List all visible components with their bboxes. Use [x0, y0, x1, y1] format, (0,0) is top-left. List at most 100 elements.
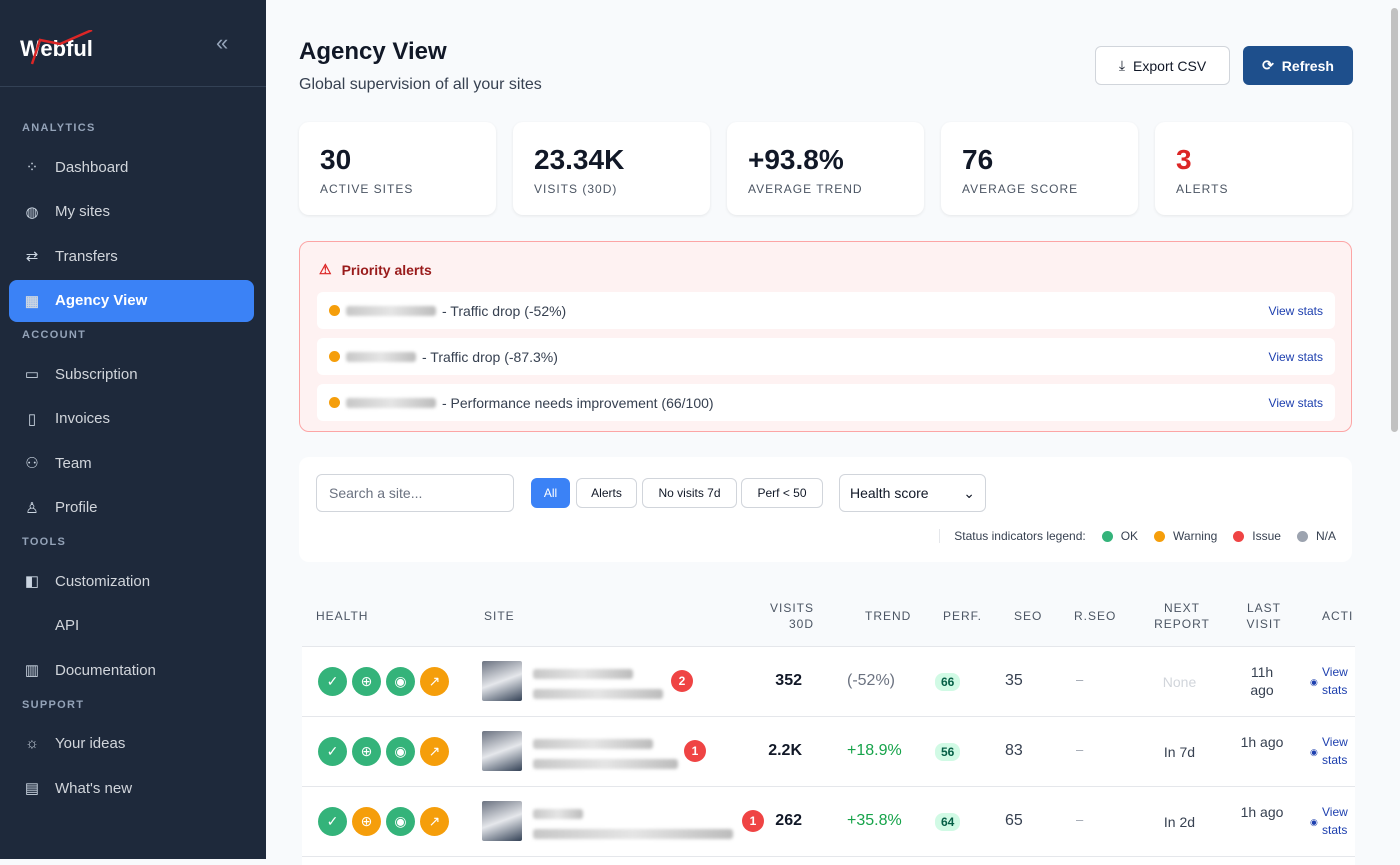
arrows-icon: ⇄	[25, 248, 39, 265]
warning-dot	[329, 351, 340, 362]
filters-panel: Search a site... All Alerts No visits 7d…	[299, 457, 1352, 562]
last-visit-value: 1h ago	[1240, 804, 1284, 820]
security-icon: ◉	[386, 667, 415, 696]
filter-all[interactable]: All	[531, 478, 570, 508]
sidebar-item-my-sites[interactable]: ◍ My sites	[9, 191, 254, 233]
filter-alerts[interactable]: Alerts	[576, 478, 637, 508]
col-actions[interactable]: ACTI	[1322, 609, 1354, 623]
col-visits[interactable]: VISITS 30D	[769, 601, 814, 631]
refresh-icon: ⟳	[1262, 57, 1274, 73]
security-icon: ◉	[386, 807, 415, 836]
col-health[interactable]: HEALTH	[316, 609, 369, 623]
col-rseo[interactable]: R.SEO	[1074, 609, 1117, 623]
sidebar-item-label: Dashboard	[55, 158, 129, 176]
alerts-title: Priority alerts	[341, 261, 432, 278]
sidebar-item-documentation[interactable]: ▥ Documentation	[9, 649, 254, 691]
eye-icon: ◉	[1310, 747, 1318, 757]
trend-icon: ↗	[420, 737, 449, 766]
sidebar-item-label: My sites	[55, 203, 111, 220]
table-row[interactable]: ✓ ⊕ ◉ ↗ 1 262 +35.8% 64 65 – In 2d 1h ago ◉…	[302, 787, 1355, 857]
table-row[interactable]: ✓ ⊕ ◉ ↗ 2 352 (-52%) 66 35 – None 11h ago ◉…	[302, 647, 1355, 717]
view-stats-link[interactable]: View stats	[1268, 349, 1323, 364]
sidebar: Webful « ANALYTICS ⁘ Dashboard ◍ My sites ⇄ Tr…	[0, 0, 266, 859]
col-next-report[interactable]: NEXT REPORT	[1154, 601, 1210, 631]
alert-item: - Traffic drop (-52%) View stats	[317, 292, 1335, 329]
refresh-button[interactable]: ⟳ Refresh	[1243, 46, 1353, 85]
sidebar-item-label: API	[55, 617, 80, 634]
sidebar-item-label: Customization	[55, 572, 151, 590]
legend-dot	[1154, 530, 1166, 542]
user-icon: ♙	[25, 499, 39, 517]
stat-value: 3	[1176, 144, 1192, 175]
stat-card: +93.8% AVERAGE TREND	[727, 122, 924, 215]
col-seo[interactable]: SEO	[1014, 609, 1043, 623]
sidebar-item-dashboard[interactable]: ⁘ Dashboard	[9, 146, 254, 188]
sidebar-item-label: What's new	[55, 779, 133, 797]
globe-icon: ⊕	[352, 807, 381, 836]
site-url-redacted	[533, 759, 678, 769]
sidebar-item-label: Subscription	[55, 365, 138, 383]
sidebar-item-invoices[interactable]: ▯ Invoices	[9, 398, 254, 440]
filter-no-visits[interactable]: No visits 7d	[642, 478, 737, 508]
col-last-visit[interactable]: LAST VISIT	[1246, 601, 1282, 631]
search-input[interactable]: Search a site...	[316, 474, 514, 512]
last-visit-value: 1h ago	[1240, 734, 1284, 750]
webful-logo[interactable]: Webful	[20, 30, 140, 70]
site-url-redacted	[533, 689, 663, 699]
stat-label: AVERAGE TREND	[748, 182, 863, 196]
page-title: Agency View	[299, 38, 447, 65]
sidebar-item-api[interactable]: API	[9, 605, 254, 647]
site-name-redacted	[533, 809, 583, 819]
sidebar-item-subscription[interactable]: ▭ Subscription	[9, 353, 254, 395]
export-csv-button[interactable]: ⤓ Export CSV	[1095, 46, 1230, 85]
view-stats-link[interactable]: View stats	[1322, 665, 1348, 697]
view-stats-link[interactable]: View stats	[1268, 395, 1323, 410]
site-thumbnail	[482, 661, 522, 701]
sort-value: Health score	[850, 485, 929, 501]
divider	[0, 86, 266, 87]
visits-value: 2.2K	[768, 742, 802, 759]
eye-icon: ◉	[1310, 817, 1318, 827]
sidebar-item-profile[interactable]: ♙ Profile	[9, 487, 254, 529]
sidebar-item-label: Documentation	[55, 661, 156, 679]
col-site[interactable]: SITE	[484, 609, 515, 623]
table-row[interactable]: ✓ ⊕ ◉ ↗ 1 2.2K +18.9% 56 83 – In 7d 1h ago …	[302, 717, 1355, 787]
alert-count-badge: 2	[671, 670, 693, 692]
stat-label: ACTIVE SITES	[320, 182, 414, 196]
filter-perf[interactable]: Perf < 50	[741, 478, 823, 508]
sites-table: HEALTH SITE VISITS 30D TREND PERF. SEO R…	[302, 585, 1355, 865]
site-thumbnail	[482, 731, 522, 771]
page-subtitle: Global supervision of all your sites	[299, 76, 542, 93]
collapse-sidebar-icon[interactable]: «	[216, 30, 229, 55]
view-stats-link[interactable]: View stats	[1322, 805, 1348, 837]
sidebar-item-what-s-new[interactable]: ▤ What's new	[9, 767, 254, 809]
legend-item: Issue	[1252, 529, 1281, 543]
view-stats-link[interactable]: View stats	[1322, 735, 1348, 767]
sidebar-item-label: Agency View	[55, 292, 148, 309]
sort-select[interactable]: Health score ⌄	[839, 474, 986, 512]
view-stats-link[interactable]: View stats	[1268, 303, 1323, 318]
visits-value: 352	[775, 672, 802, 689]
sidebar-item-team[interactable]: ⚇ Team	[9, 442, 254, 484]
stat-label: AVERAGE SCORE	[962, 182, 1079, 196]
alert-count-badge: 1	[742, 810, 764, 832]
col-perf[interactable]: PERF.	[943, 609, 983, 623]
col-trend[interactable]: TREND	[865, 609, 912, 623]
sidebar-item-transfers[interactable]: ⇄ Transfers	[9, 235, 254, 277]
stat-value: +93.8%	[748, 144, 844, 175]
site-name-redacted	[346, 305, 436, 316]
building-icon: ▦	[24, 292, 40, 310]
rseo-value: –	[1076, 812, 1084, 827]
scrollbar[interactable]	[1391, 8, 1398, 432]
table-header: HEALTH SITE VISITS 30D TREND PERF. SEO R…	[302, 585, 1355, 647]
stat-card: 3 ALERTS	[1155, 122, 1352, 215]
next-report-value: In 2d	[1163, 814, 1196, 830]
sidebar-item-customization[interactable]: ◧ Customization	[9, 560, 254, 602]
alert-text: - Traffic drop (-87.3%)	[422, 348, 558, 365]
sidebar-item-label: Invoices	[55, 410, 111, 427]
sidebar-item-agency-view[interactable]: ▦ Agency View	[9, 279, 254, 322]
refresh-label: Refresh	[1281, 57, 1334, 74]
sidebar-item-your-ideas[interactable]: ☼ Your ideas	[9, 723, 254, 765]
stat-card: 23.34K VISITS (30D)	[513, 122, 710, 215]
site-name-redacted	[533, 669, 633, 679]
